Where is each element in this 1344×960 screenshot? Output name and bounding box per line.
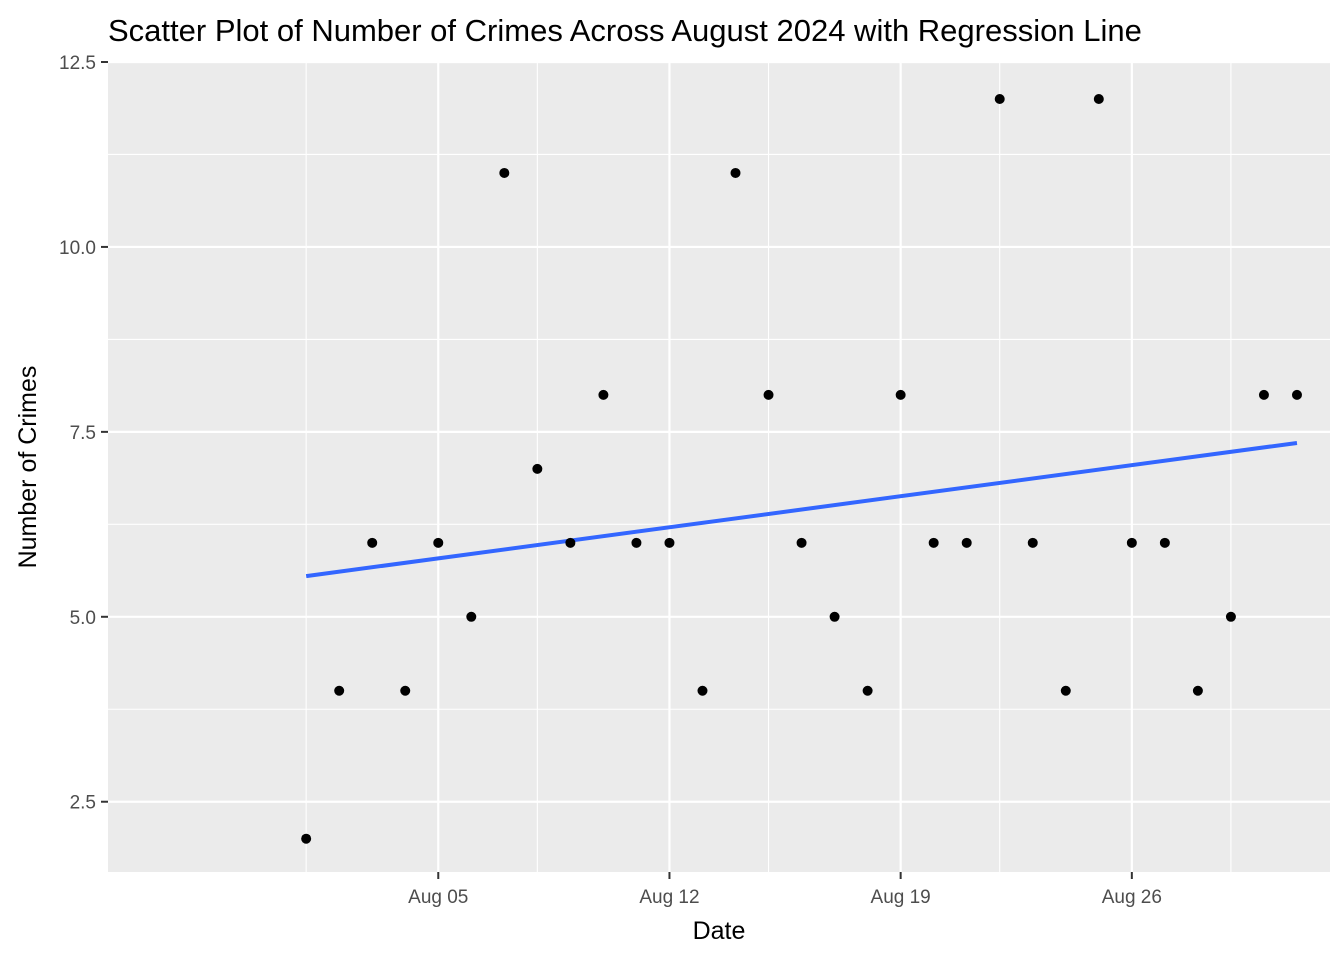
- y-axis: 2.5 5.0 7.5 10.0 12.5: [59, 53, 108, 814]
- regression-line: [305, 440, 1298, 579]
- data-point: [928, 537, 939, 548]
- chart-title: Scatter Plot of Number of Crimes Across …: [108, 13, 1142, 48]
- data-point: [532, 463, 543, 474]
- data-point: [1126, 537, 1137, 548]
- data-points: [301, 93, 1302, 844]
- data-point: [1027, 537, 1038, 548]
- data-point: [730, 167, 741, 178]
- x-axis: Aug 05 Aug 12 Aug 19 Aug 26: [408, 872, 1162, 908]
- data-point: [631, 537, 642, 548]
- data-point: [1291, 389, 1302, 400]
- x-tick-label: Aug 26: [1102, 887, 1162, 908]
- plot-panel: [108, 62, 1330, 872]
- data-point: [598, 389, 609, 400]
- data-point: [433, 537, 444, 548]
- y-tick-label: 2.5: [70, 793, 96, 814]
- data-point: [565, 537, 576, 548]
- data-point: [1225, 611, 1236, 622]
- y-tick-label: 12.5: [59, 53, 96, 74]
- data-point: [961, 537, 972, 548]
- data-point: [499, 167, 510, 178]
- data-point: [697, 685, 708, 696]
- data-point: [334, 685, 345, 696]
- x-axis-title: Date: [693, 917, 746, 945]
- data-point: [400, 685, 411, 696]
- data-point: [301, 833, 312, 844]
- data-point: [664, 537, 675, 548]
- data-point: [829, 611, 840, 622]
- y-axis-title: Number of Crimes: [14, 366, 42, 569]
- data-point: [1258, 389, 1269, 400]
- data-point: [763, 389, 774, 400]
- x-tick-label: Aug 19: [871, 887, 931, 908]
- data-point: [862, 685, 873, 696]
- data-point: [1093, 93, 1104, 104]
- x-tick-label: Aug 12: [639, 887, 699, 908]
- data-point: [1060, 685, 1071, 696]
- data-point: [994, 93, 1005, 104]
- data-point: [367, 537, 378, 548]
- y-tick-label: 10.0: [59, 238, 96, 259]
- data-point: [1159, 537, 1170, 548]
- data-point: [796, 537, 807, 548]
- regression-line-group: [305, 440, 1298, 579]
- y-tick-label: 5.0: [70, 608, 96, 629]
- data-point: [466, 611, 477, 622]
- x-tick-label: Aug 05: [408, 887, 468, 908]
- data-point: [895, 389, 906, 400]
- y-tick-label: 7.5: [70, 423, 96, 444]
- data-point: [1192, 685, 1203, 696]
